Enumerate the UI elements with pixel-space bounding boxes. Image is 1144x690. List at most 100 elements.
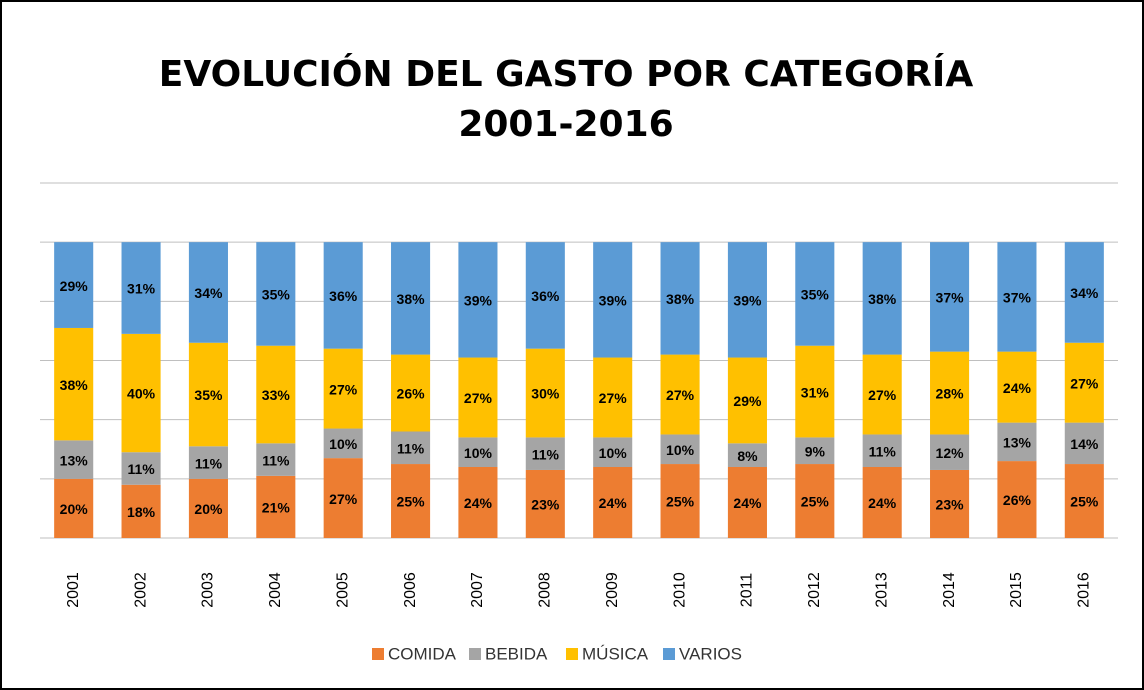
x-tick-label: 2010	[671, 572, 688, 608]
data-label: 38%	[60, 377, 89, 393]
x-tick-label: 2004	[267, 572, 284, 608]
x-tick-label: 2008	[537, 572, 554, 608]
bar-segment	[458, 357, 498, 438]
bar-segment	[997, 422, 1037, 462]
data-label: 14%	[1070, 436, 1099, 452]
legend-swatch	[469, 648, 481, 660]
bar-segment	[458, 437, 498, 467]
legend-label: VARIOS	[679, 644, 742, 663]
data-label: 27%	[666, 387, 695, 403]
data-label: 38%	[397, 291, 426, 307]
data-label: 30%	[531, 386, 560, 402]
bar-segment	[188, 478, 228, 538]
data-label: 10%	[329, 436, 358, 452]
bar-segment	[188, 242, 228, 343]
data-label: 27%	[1070, 375, 1099, 391]
bar-segment	[795, 345, 835, 438]
bar-segment	[525, 348, 565, 438]
data-label: 12%	[936, 445, 965, 461]
bar-segment	[54, 327, 94, 441]
bar-segment	[660, 242, 700, 355]
legend-label: COMIDA	[388, 644, 457, 663]
data-label: 21%	[262, 500, 291, 516]
data-label: 13%	[1003, 435, 1032, 451]
bar-segment	[121, 452, 161, 485]
legend-label: MÚSICA	[582, 644, 649, 663]
bar-segment	[795, 464, 835, 538]
data-label: 23%	[531, 497, 560, 513]
bar-segment	[256, 443, 296, 476]
bar-segment	[862, 434, 902, 467]
data-label: 27%	[329, 491, 358, 507]
bar-segment	[997, 461, 1037, 538]
bar-segment	[930, 351, 970, 435]
data-label: 10%	[666, 442, 695, 458]
bar-segment	[256, 345, 296, 444]
data-label: 24%	[733, 495, 762, 511]
data-label: 31%	[801, 384, 830, 400]
data-label: 11%	[195, 455, 223, 471]
bar-segment	[660, 354, 700, 435]
data-label: 35%	[194, 387, 223, 403]
bar-segment	[997, 242, 1037, 352]
x-tick-label: 2016	[1076, 572, 1093, 608]
data-label: 34%	[194, 285, 223, 301]
data-label: 9%	[805, 443, 826, 459]
data-label: 27%	[599, 390, 628, 406]
legend-swatch	[663, 648, 675, 660]
bar-segment	[1064, 242, 1104, 343]
bar-segment	[391, 242, 431, 355]
data-label: 35%	[801, 287, 830, 303]
data-label: 33%	[262, 387, 291, 403]
data-label: 38%	[666, 291, 695, 307]
data-label: 31%	[127, 281, 156, 297]
bar-segment	[997, 351, 1037, 423]
bar-segment	[54, 440, 94, 479]
data-label: 37%	[1003, 290, 1032, 306]
x-tick-label: 2013	[873, 572, 890, 608]
bar-segment	[593, 467, 633, 538]
x-tick-label: 2009	[604, 572, 621, 608]
x-tick-label: 2002	[132, 572, 149, 608]
bar-segment	[727, 242, 767, 358]
bar-segment	[795, 242, 835, 346]
bar-segment	[862, 354, 902, 435]
data-label: 24%	[599, 495, 628, 511]
data-label: 29%	[733, 393, 762, 409]
data-label: 37%	[936, 290, 965, 306]
x-tick-label: 2005	[334, 572, 351, 608]
data-label: 27%	[329, 381, 358, 397]
data-label: 23%	[936, 497, 965, 513]
data-label: 11%	[397, 440, 425, 456]
bar-segment	[121, 333, 161, 453]
bar-segment	[727, 357, 767, 444]
data-label: 10%	[599, 445, 628, 461]
bar-segment	[593, 242, 633, 358]
bar-segment	[323, 428, 363, 459]
bar-segment	[525, 242, 565, 349]
data-label: 25%	[801, 494, 830, 510]
data-label: 8%	[737, 448, 758, 464]
bar-segment	[323, 458, 363, 538]
bar-segment	[862, 467, 902, 538]
data-label: 11%	[532, 446, 560, 462]
data-label: 28%	[936, 386, 965, 402]
x-tick-label: 2014	[941, 572, 958, 608]
bar-segment	[188, 342, 228, 447]
bar-segment	[525, 437, 565, 470]
data-label: 36%	[329, 288, 358, 304]
data-label: 39%	[599, 293, 628, 309]
data-label: 39%	[464, 293, 493, 309]
bar-segment	[1064, 342, 1104, 423]
bar-segment	[727, 467, 767, 538]
bar-segment	[458, 242, 498, 358]
data-label: 25%	[1070, 494, 1099, 510]
bar-segment	[1064, 464, 1104, 538]
x-tick-label: 2012	[806, 572, 823, 608]
x-tick-label: 2011	[739, 573, 756, 608]
data-label: 24%	[868, 495, 897, 511]
x-tick-label: 2006	[402, 572, 419, 608]
data-label: 11%	[262, 452, 290, 468]
bar-segment	[458, 467, 498, 538]
